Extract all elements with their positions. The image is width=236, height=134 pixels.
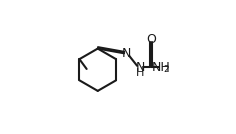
Text: NH: NH	[152, 61, 171, 74]
Text: 2: 2	[163, 65, 169, 75]
Text: H: H	[136, 68, 144, 78]
Text: O: O	[146, 33, 156, 46]
Text: N: N	[135, 61, 145, 74]
Text: N: N	[122, 47, 131, 60]
